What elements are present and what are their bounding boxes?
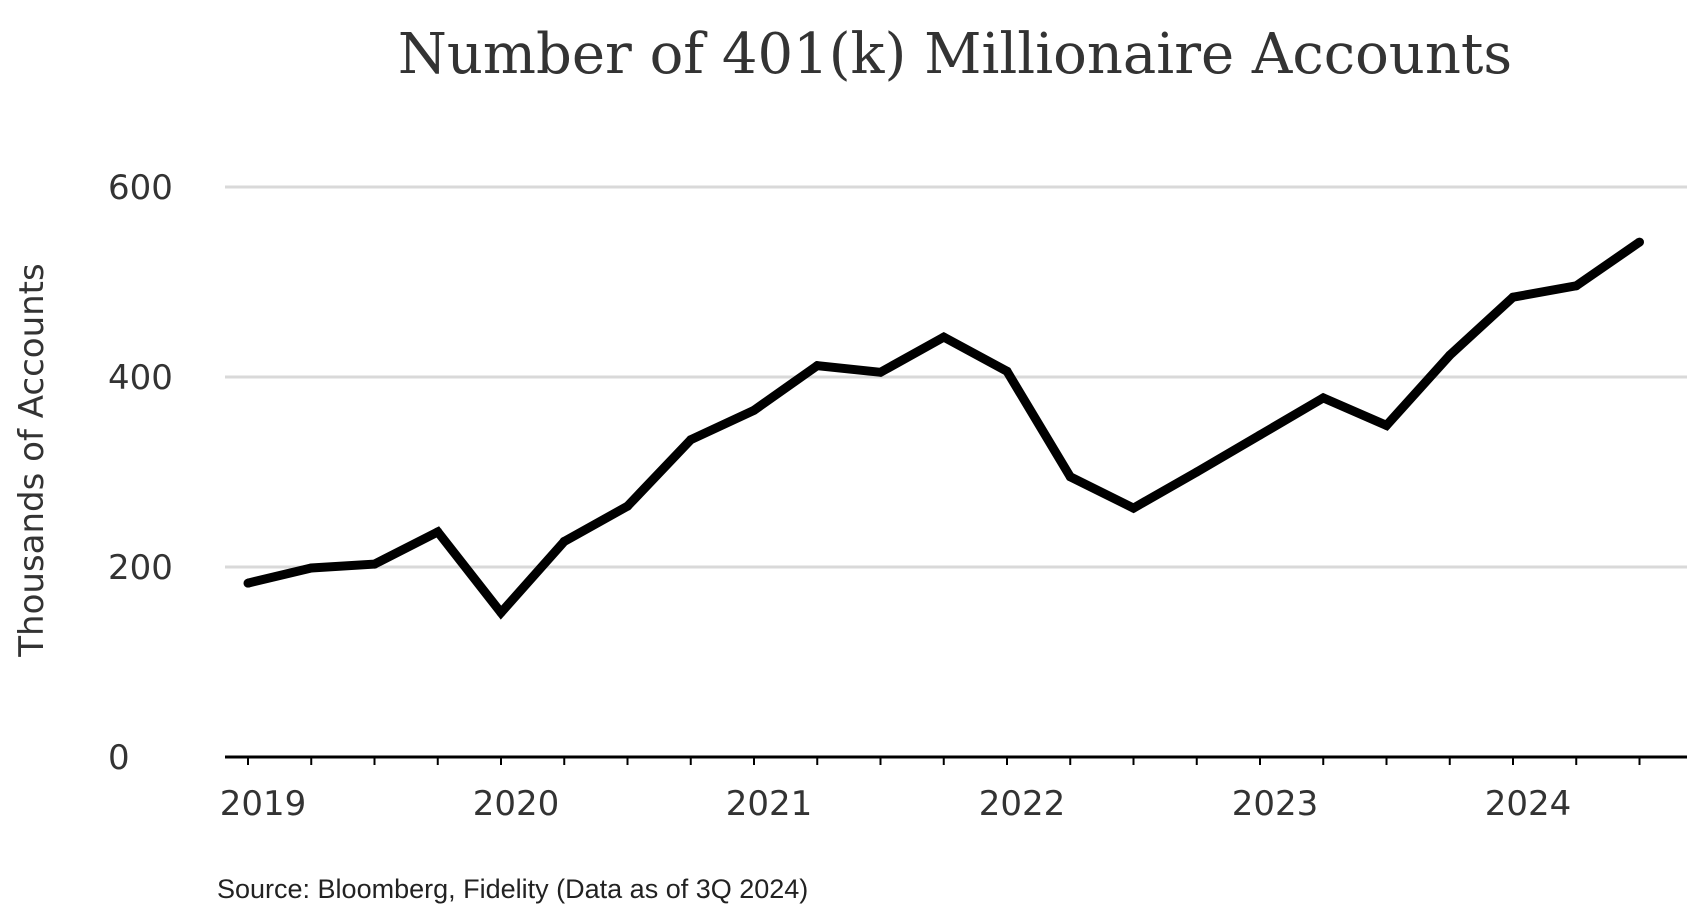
data-point [1065,472,1075,482]
data-point [1002,366,1012,376]
y-tick-label-200: 200 [108,548,173,588]
y-axis-tick-labels: 0 200 400 600 [108,168,173,778]
series-layer [243,237,1644,620]
data-point [1635,237,1644,247]
data-point [1508,292,1518,302]
data-point [1318,393,1328,403]
series-line [246,238,1643,620]
data-point [1571,281,1581,291]
source-note: Source: Bloomberg, Fidelity (Data as of … [217,874,808,904]
x-tick-label-2024: 2024 [1485,784,1572,824]
y-tick-label-600: 600 [108,168,173,208]
data-point [876,367,885,377]
gridlines [225,185,1687,569]
x-axis [225,755,1687,765]
data-point [1129,503,1138,513]
y-axis-title: Thousands of Accounts [12,263,52,657]
x-tick-label-2022: 2022 [979,784,1066,824]
data-point [1255,430,1265,440]
data-point [749,405,759,415]
x-tick-label-2020: 2020 [473,784,560,824]
data-point [243,578,253,588]
y-tick-label-0: 0 [108,738,130,778]
data-point [1192,467,1202,477]
data-point [686,435,696,445]
data-point [1445,350,1455,360]
x-tick-label-2019: 2019 [220,784,307,824]
data-point [1382,420,1391,430]
data-point [370,559,379,569]
x-axis-tick-labels: 2019 2020 2021 2022 2023 2024 [220,784,1572,824]
x-tick-label-2021: 2021 [726,784,813,824]
data-point [812,361,822,371]
x-tick-label-2023: 2023 [1232,784,1319,824]
data-point [623,501,632,511]
chart-title: Number of 401(k) Millionaire Accounts [398,22,1512,87]
data-point [433,527,443,537]
data-point [306,563,316,573]
data-point [939,332,949,342]
data-point [496,608,506,618]
y-tick-label-400: 400 [108,358,173,398]
data-point [559,536,569,546]
